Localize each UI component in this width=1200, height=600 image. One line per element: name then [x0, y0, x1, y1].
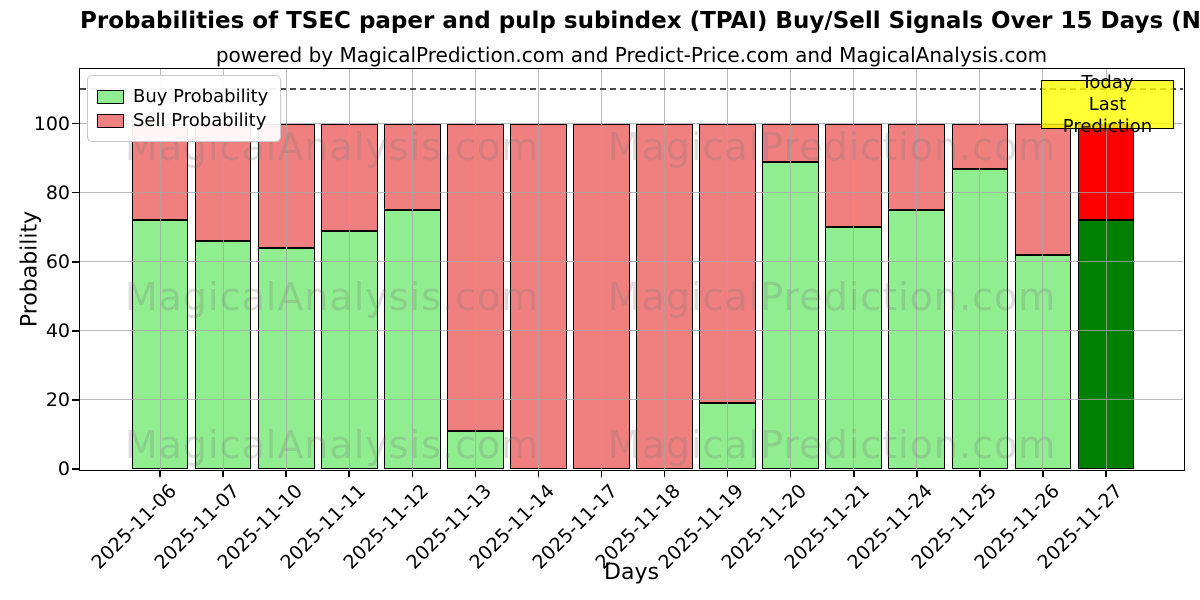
legend: Buy Probability Sell Probability: [87, 75, 282, 142]
ytick-mark-40: [72, 330, 79, 332]
watermark-analysis-3: MagicalAnalysis.com: [124, 423, 540, 467]
gridline-x-2025-11-19: [727, 69, 729, 469]
xtick-mark-2025-11-21: [853, 470, 855, 477]
ytick-label-40: 40: [45, 319, 70, 342]
xtick-mark-2025-11-18: [663, 470, 666, 477]
gridline-x-2025-11-10: [285, 69, 287, 469]
gridline-y-60: [80, 261, 1183, 263]
legend-item-buy: Buy Probability: [97, 86, 268, 107]
xtick-mark-2025-11-19: [726, 470, 729, 477]
ytick-label-100: 100: [33, 112, 70, 135]
ytick-mark-20: [72, 399, 79, 401]
gridline-x-2025-11-27: [1105, 69, 1107, 469]
gridline-y-40: [80, 330, 1183, 332]
xtick-mark-2025-11-06: [159, 470, 161, 477]
xtick-mark-2025-11-20: [789, 470, 792, 477]
buy-swatch-icon: [97, 89, 124, 104]
xtick-mark-2025-11-14: [537, 470, 540, 477]
plot-area: MagicalAnalysis.com MagicalPrediction.com…: [78, 67, 1185, 471]
ytick-label-0: 0: [57, 458, 70, 480]
today-annotation-line1: Today: [1081, 71, 1134, 93]
watermark-prediction-1: MagicalPrediction.com: [607, 125, 1057, 169]
gridline-x-2025-11-26: [1042, 69, 1044, 469]
gridline-y-80: [80, 192, 1183, 194]
ytick-label-60: 60: [45, 250, 70, 273]
gridline-x-2025-11-20: [790, 69, 792, 469]
ytick-label-20: 20: [45, 388, 70, 411]
gridline-x-2025-11-12: [411, 69, 413, 469]
gridline-x-2025-11-14: [537, 69, 539, 469]
watermark-analysis-2: MagicalAnalysis.com: [124, 275, 540, 319]
gridline-x-2025-11-21: [853, 69, 855, 469]
gridline-y-20: [80, 399, 1183, 401]
ytick-mark-100: [72, 122, 79, 125]
watermark-layer: MagicalAnalysis.com MagicalPrediction.com…: [80, 69, 1183, 469]
gridline-x-2025-11-18: [664, 69, 666, 469]
chart-title: Probabilities of TSEC paper and pulp sub…: [80, 8, 1200, 34]
sell-swatch-icon: [97, 113, 124, 128]
legend-label-buy: Buy Probability: [133, 86, 269, 107]
gridline-x-2025-11-11: [348, 69, 350, 469]
xtick-mark-2025-11-12: [411, 470, 414, 477]
xtick-mark-2025-11-26: [1042, 470, 1044, 477]
xtick-mark-2025-11-17: [600, 470, 603, 477]
legend-label-sell: Sell Probability: [133, 110, 267, 131]
today-annotation-line2: Last Prediction: [1062, 93, 1153, 137]
xtick-mark-2025-11-25: [979, 470, 981, 477]
ytick-mark-60: [72, 261, 79, 263]
ytick-mark-0: [72, 468, 79, 470]
gridline-y-100: [80, 123, 1183, 125]
ytick-label-80: 80: [45, 181, 70, 204]
xtick-mark-2025-11-11: [348, 470, 350, 477]
xtick-mark-2025-11-24: [916, 470, 918, 477]
today-annotation: Today Last Prediction: [1041, 72, 1174, 137]
gridline-x-2025-11-13: [474, 69, 476, 469]
xtick-mark-2025-11-10: [285, 470, 287, 477]
gridline-x-2025-11-17: [600, 69, 602, 469]
gridline-x-2025-11-25: [979, 69, 981, 469]
xtick-mark-2025-11-27: [1105, 470, 1107, 477]
grid-layer: [80, 69, 1183, 469]
gridline-x-2025-11-24: [916, 69, 918, 469]
watermark-prediction-3: MagicalPrediction.com: [607, 423, 1057, 467]
gridline-x-2025-11-06: [159, 69, 161, 469]
gridline-x-2025-11-07: [222, 69, 224, 469]
xtick-mark-2025-11-13: [474, 470, 477, 477]
x-axis-label: Days: [604, 560, 659, 585]
chart-subtitle: powered by MagicalPrediction.com and Pre…: [215, 43, 1048, 67]
watermark-prediction-2: MagicalPrediction.com: [607, 275, 1057, 319]
ytick-mark-80: [72, 191, 79, 194]
legend-item-sell: Sell Probability: [97, 110, 268, 131]
xtick-mark-2025-11-07: [222, 470, 224, 477]
threshold-dashed-line: [80, 88, 1183, 90]
